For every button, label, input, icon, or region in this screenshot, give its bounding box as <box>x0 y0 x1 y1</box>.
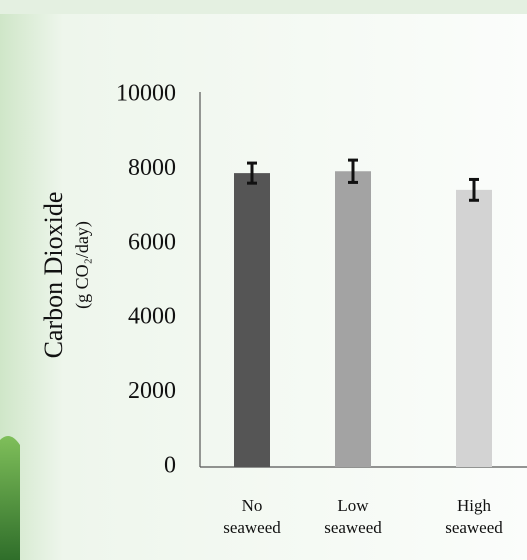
y-tick-label: 4000 <box>128 304 176 330</box>
bar <box>456 190 492 467</box>
y-tick-label: 2000 <box>128 378 176 404</box>
chart: Carbon Dioxide (g CO₂/day) 0 2000 4000 6000… <box>0 0 527 560</box>
y-tick-label: 8000 <box>128 155 176 181</box>
top-band <box>0 0 527 14</box>
y-tick-label: 6000 <box>128 229 176 255</box>
bar <box>234 173 270 467</box>
y-tick-label: 0 <box>164 453 176 479</box>
page: Carbon Dioxide (g CO₂/day) 0 2000 4000 6000… <box>0 0 527 560</box>
y-axis-title: Carbon Dioxide <box>39 192 68 359</box>
landscape <box>0 436 20 560</box>
y-axis-subtitle: (g CO₂/day) <box>72 221 93 309</box>
bar <box>335 171 371 467</box>
y-tick-label: 10000 <box>116 81 176 107</box>
